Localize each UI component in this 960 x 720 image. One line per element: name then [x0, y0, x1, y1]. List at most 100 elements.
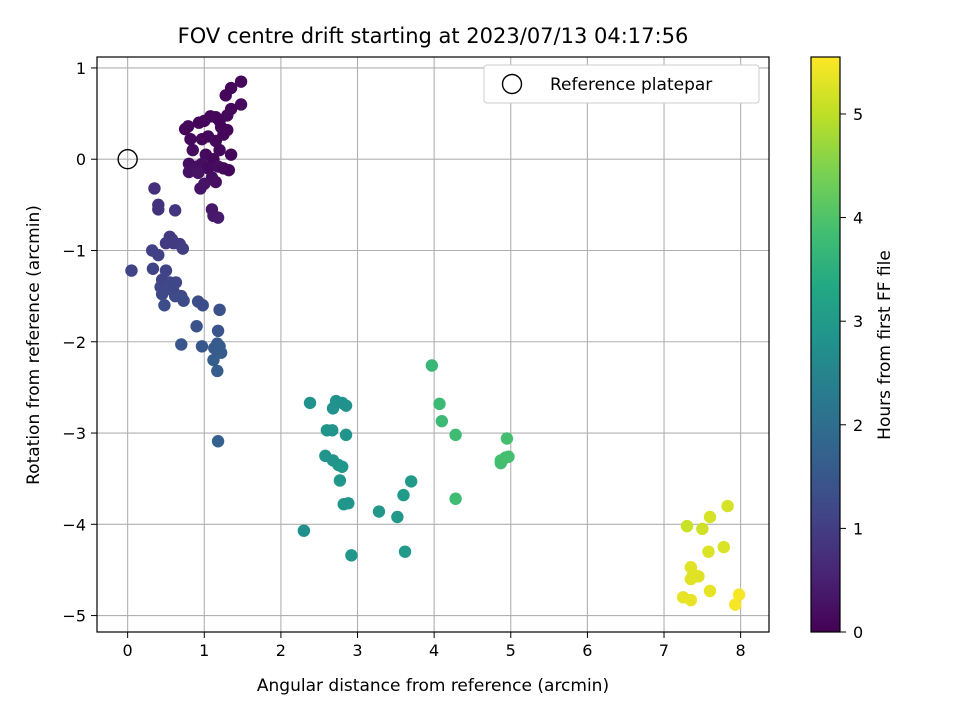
legend-marker — [501, 73, 523, 95]
data-point — [152, 203, 165, 216]
data-point — [502, 450, 515, 463]
data-point — [194, 182, 207, 195]
data-point — [303, 396, 317, 410]
data-point — [391, 510, 404, 524]
data-point — [335, 460, 349, 474]
data-point — [211, 211, 225, 224]
data-point — [155, 288, 169, 301]
x-axis-label: Angular distance from reference (arcmin) — [257, 676, 609, 696]
legend: Reference platepar — [483, 64, 760, 104]
x-tick-label: 8 — [736, 641, 746, 660]
data-point — [449, 428, 462, 442]
data-point — [190, 320, 203, 333]
data-point — [433, 397, 446, 411]
reference-marker — [117, 149, 138, 170]
chart-title: FOV centre drift starting at 2023/07/13 … — [178, 24, 689, 48]
y-tick-label: −3 — [62, 424, 86, 443]
y-tick-label: 0 — [76, 150, 86, 169]
data-point — [703, 510, 717, 524]
data-point — [696, 522, 709, 536]
x-tick-label: 5 — [506, 641, 516, 660]
y-tick-label: −5 — [62, 607, 86, 626]
y-tick-label: −2 — [62, 333, 86, 352]
colorbar: 0 1 2 3 4 5 Hours from first FF file — [810, 56, 895, 642]
colorbar-tick-label: 2 — [853, 416, 863, 435]
y-axis-label: Rotation from reference (arcmin) — [24, 205, 44, 485]
legend-label-reference: Reference platepar — [550, 75, 712, 95]
y-tick-label: −4 — [62, 515, 86, 534]
data-point — [224, 148, 238, 161]
colorbar-ticks: 0 1 2 3 4 5 — [840, 105, 863, 642]
data-point — [159, 236, 173, 250]
data-point — [148, 182, 161, 195]
y-tick-label: 1 — [76, 59, 86, 78]
data-point — [435, 414, 449, 428]
data-points — [125, 75, 746, 611]
x-tick-label: 1 — [199, 641, 209, 660]
data-point — [398, 545, 412, 558]
data-point — [297, 524, 311, 537]
data-point — [703, 584, 717, 598]
data-point — [213, 143, 226, 157]
data-point — [732, 588, 746, 601]
data-point — [211, 324, 225, 338]
data-point — [214, 346, 228, 359]
data-point — [213, 303, 226, 317]
data-point — [234, 98, 248, 111]
data-point — [425, 359, 439, 372]
x-tick-label: 6 — [582, 641, 592, 660]
data-point — [339, 399, 353, 412]
data-point — [342, 497, 355, 510]
data-point — [182, 165, 196, 179]
colorbar-gradient — [810, 56, 841, 633]
data-point — [339, 428, 353, 442]
data-point — [404, 475, 418, 488]
data-point — [221, 109, 234, 122]
colorbar-tick-label: 4 — [853, 209, 863, 228]
data-point — [449, 492, 462, 505]
y-axis-ticks: 1 0 −1 −2 −3 −4 −5 — [62, 59, 97, 626]
data-point — [217, 128, 230, 141]
data-point — [721, 499, 734, 513]
y-tick-label: −1 — [62, 241, 86, 260]
data-point — [181, 120, 195, 133]
plot-frame — [96, 56, 770, 633]
data-point — [680, 519, 694, 533]
x-tick-label: 4 — [429, 641, 439, 660]
data-point — [234, 75, 248, 88]
data-point — [168, 204, 182, 217]
data-point — [397, 488, 410, 502]
data-point — [211, 364, 224, 378]
data-point — [184, 132, 197, 146]
data-point — [177, 294, 190, 307]
data-point — [207, 353, 220, 367]
x-tick-label: 2 — [276, 641, 286, 660]
data-point — [345, 549, 358, 562]
x-tick-label: 3 — [352, 641, 362, 660]
data-point — [717, 540, 730, 554]
x-axis-ticks: 0 1 2 3 4 5 6 7 8 — [123, 632, 746, 660]
data-point — [152, 248, 165, 262]
data-point — [125, 264, 138, 277]
data-point — [729, 598, 742, 611]
data-point — [186, 143, 199, 157]
data-point — [209, 175, 222, 189]
data-point — [500, 432, 514, 445]
data-point — [196, 299, 209, 312]
x-tick-label: 0 — [123, 641, 133, 660]
colorbar-label: Hours from first FF file — [875, 250, 895, 440]
colorbar-tick-label: 0 — [853, 623, 863, 642]
data-point — [211, 435, 225, 448]
data-point — [326, 424, 339, 437]
colorbar-tick-label: 5 — [853, 105, 863, 124]
data-point — [224, 81, 238, 95]
data-point — [222, 163, 235, 177]
reference-point — [117, 149, 138, 170]
data-point — [175, 338, 188, 351]
x-tick-label: 7 — [659, 641, 669, 660]
data-point — [191, 166, 205, 180]
data-point — [684, 593, 698, 607]
data-point — [702, 545, 715, 558]
data-point — [684, 572, 698, 586]
